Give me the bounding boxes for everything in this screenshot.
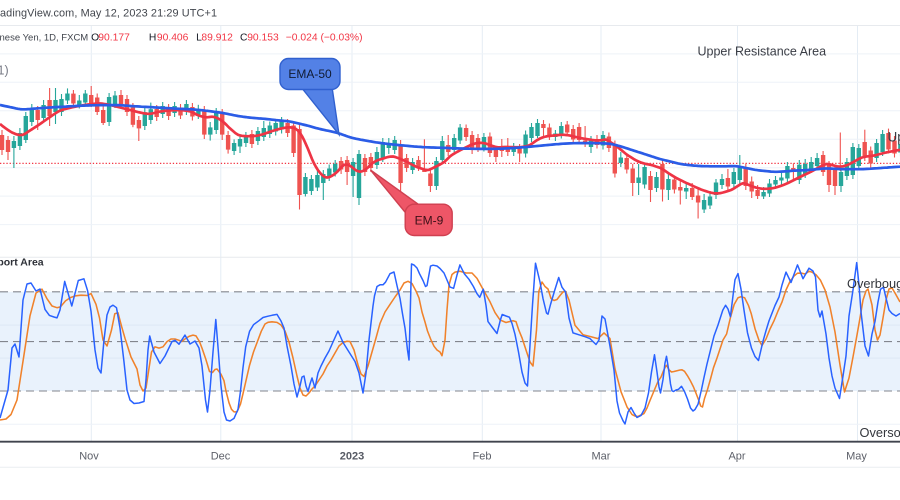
svg-text:Mar: Mar xyxy=(592,451,611,463)
svg-text:Nov: Nov xyxy=(79,451,99,463)
svg-text:90.177: 90.177 xyxy=(98,32,130,43)
svg-text:EM-9: EM-9 xyxy=(415,213,444,227)
svg-text:Support Area: Support Area xyxy=(0,256,44,268)
svg-text:adingView.com, May 12, 2023 21: adingView.com, May 12, 2023 21:29 UTC+1 xyxy=(0,7,217,19)
svg-text:C: C xyxy=(240,32,248,43)
svg-text:89.912: 89.912 xyxy=(201,32,233,43)
svg-text:Upper Resistance Area: Upper Resistance Area xyxy=(698,45,827,59)
svg-text:EMA-50: EMA-50 xyxy=(288,67,332,81)
svg-text:2023: 2023 xyxy=(340,451,364,463)
svg-text:1): 1) xyxy=(0,64,9,78)
svg-text:H: H xyxy=(149,32,156,43)
svg-text:Oversold: Oversold xyxy=(860,425,900,440)
svg-text:May: May xyxy=(846,451,867,463)
svg-text:−0.024 (−0.03%): −0.024 (−0.03%) xyxy=(286,32,363,43)
svg-text:Overbought: Overbought xyxy=(847,276,900,291)
svg-text:Apr: Apr xyxy=(728,451,745,463)
svg-text:nese Yen, 1D, FXCM: nese Yen, 1D, FXCM xyxy=(0,32,88,43)
svg-text:L: L xyxy=(196,32,202,43)
svg-text:Dec: Dec xyxy=(211,451,231,463)
svg-text:90.406: 90.406 xyxy=(157,32,189,43)
svg-text:O: O xyxy=(91,32,99,43)
svg-text:90.153: 90.153 xyxy=(247,32,279,43)
svg-text:Upp: Upp xyxy=(888,130,900,145)
svg-text:Feb: Feb xyxy=(473,451,492,463)
